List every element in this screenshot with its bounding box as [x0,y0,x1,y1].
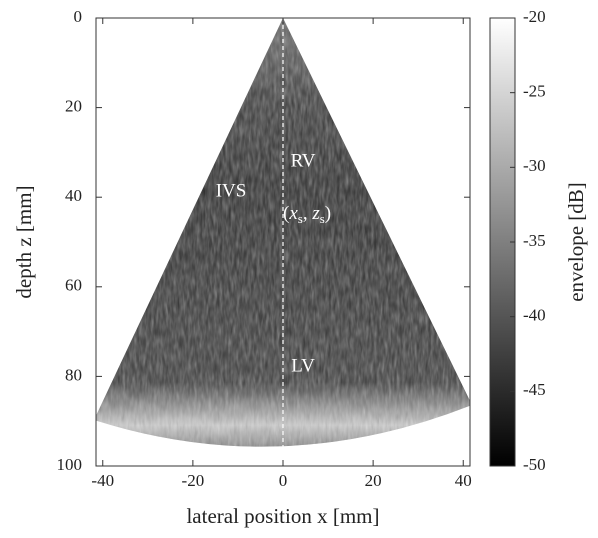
y-tick-label: 80 [65,365,82,384]
annotation-part: ( [283,203,289,224]
y-tick-label: 100 [57,455,83,474]
y-tick-label: 0 [74,7,83,26]
annotation-part: s [320,211,325,226]
colorbar-label: envelope [dB] [564,182,588,302]
colorbar-tick-label: -25 [523,82,546,101]
annotation: IVS [216,180,247,201]
annotation: RV [291,150,316,171]
x-axis-label: lateral position x [mm] [186,504,379,528]
colorbar-tick-label: -40 [523,306,546,325]
x-tick-label: 0 [279,471,288,490]
x-tick-label: -20 [182,471,205,490]
annotation-part: s [298,211,303,226]
annotation-part: x [288,203,298,224]
speckle [96,18,470,447]
y-tick-label: 60 [65,276,82,295]
colorbar-tick-label: -30 [523,156,546,175]
y-tick-label: 40 [65,186,82,205]
annotation-part: , [303,203,313,224]
colorbar-tick-label: -20 [523,7,546,26]
annotation-part: z [311,203,320,224]
annotation-part: ) [325,203,331,224]
y-axis-label: depth z [mm] [12,185,36,298]
colorbar-tick-label: -45 [523,380,546,399]
annotation: (xs, zs) [283,203,331,226]
x-tick-label: -40 [91,471,114,490]
x-tick-label: 20 [365,471,382,490]
colorbar-tick-label: -35 [523,231,546,250]
x-tick-label: 40 [455,471,472,490]
y-tick-label: 20 [65,97,82,116]
colorbar-tick-label: -50 [523,455,546,474]
annotation: LV [291,355,315,376]
